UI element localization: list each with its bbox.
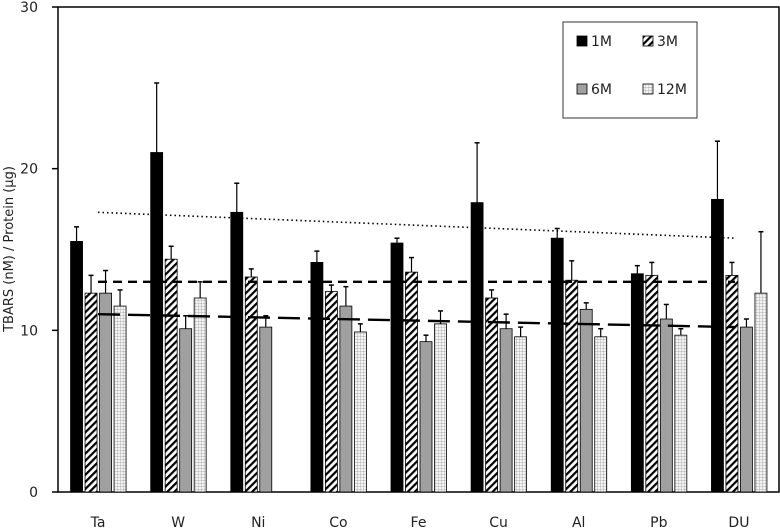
x-tick-label: Pb (650, 515, 667, 531)
x-tick-label: DU (728, 515, 749, 531)
bar-1M-Al (550, 237, 564, 493)
legend-label: 1M (591, 34, 612, 50)
x-tick-label: Al (572, 515, 585, 531)
plot-frame (57, 6, 780, 493)
bar-3M-W (164, 258, 178, 493)
bar-1M-Pb (630, 273, 644, 493)
trendline-6M (97, 312, 736, 329)
y-tick-label: 20 (20, 162, 38, 178)
bar-12M-Ta (113, 305, 127, 493)
bar-6M-Fe (419, 341, 433, 493)
bar-3M-Fe (405, 271, 418, 493)
bar-6M-Co (339, 305, 353, 493)
bar-12M-Co (353, 331, 367, 493)
bar-6M-W (179, 328, 193, 493)
bar-12M-Cu (514, 336, 528, 493)
bar-12M-W (193, 297, 207, 493)
x-tick-label: Fe (411, 515, 427, 531)
y-tick-label: 30 (20, 0, 38, 16)
legend-swatch-6M (576, 83, 588, 95)
bar-3M-Ta (84, 292, 98, 493)
bar-1M-Cu (470, 202, 484, 493)
bar-1M-W (150, 152, 164, 493)
bar-3M-Ni (244, 276, 258, 493)
x-tick-label: Ta (90, 515, 106, 531)
bar-1M-Co (310, 262, 324, 493)
bar-6M-DU (740, 326, 753, 493)
plot-area: 0 10 20 30 Ta W Ni Co Fe Cu Al Pb DU (20, 0, 780, 531)
x-tick-label: Ni (251, 515, 265, 531)
bar-6M-Al (579, 308, 593, 493)
bar-3M-Al (565, 279, 579, 493)
bar-1M-Ta (70, 241, 83, 493)
bar-1M-Ni (230, 211, 244, 493)
x-tick-label: Co (329, 515, 347, 531)
bar-1M-DU (711, 198, 724, 493)
y-tick-label: 0 (29, 485, 38, 501)
bar-3M-Cu (485, 297, 499, 493)
bar-3M-Pb (645, 274, 659, 493)
bar-1M-Fe (390, 242, 404, 493)
legend-label: 3M (657, 34, 678, 50)
bar-3M-Co (324, 291, 338, 493)
x-tick-label: Cu (489, 515, 508, 531)
legend-swatch-3M (642, 35, 654, 47)
y-tick-label: 10 (20, 323, 38, 339)
x-tick-label: W (171, 515, 185, 531)
bar-6M-Ni (259, 326, 273, 493)
y-axis-title: TBARS (nM) / Protein (µg) (2, 166, 17, 333)
bar-6M-Ta (99, 292, 112, 493)
bar-12M-Fe (434, 323, 447, 493)
bar-6M-Pb (659, 318, 673, 493)
trendline-1M (97, 211, 736, 239)
bar-3M-DU (725, 274, 739, 493)
bar-12M-Al (594, 336, 608, 493)
legend: 1M 3M 6M 12M (562, 21, 698, 119)
legend-swatch-12M (642, 83, 654, 95)
bar-6M-Cu (499, 328, 513, 493)
legend-label: 12M (657, 82, 687, 98)
bar-12M-Pb (674, 334, 688, 493)
legend-label: 6M (591, 82, 612, 98)
legend-swatch-1M (576, 35, 588, 47)
bar-12M-DU (754, 292, 768, 493)
